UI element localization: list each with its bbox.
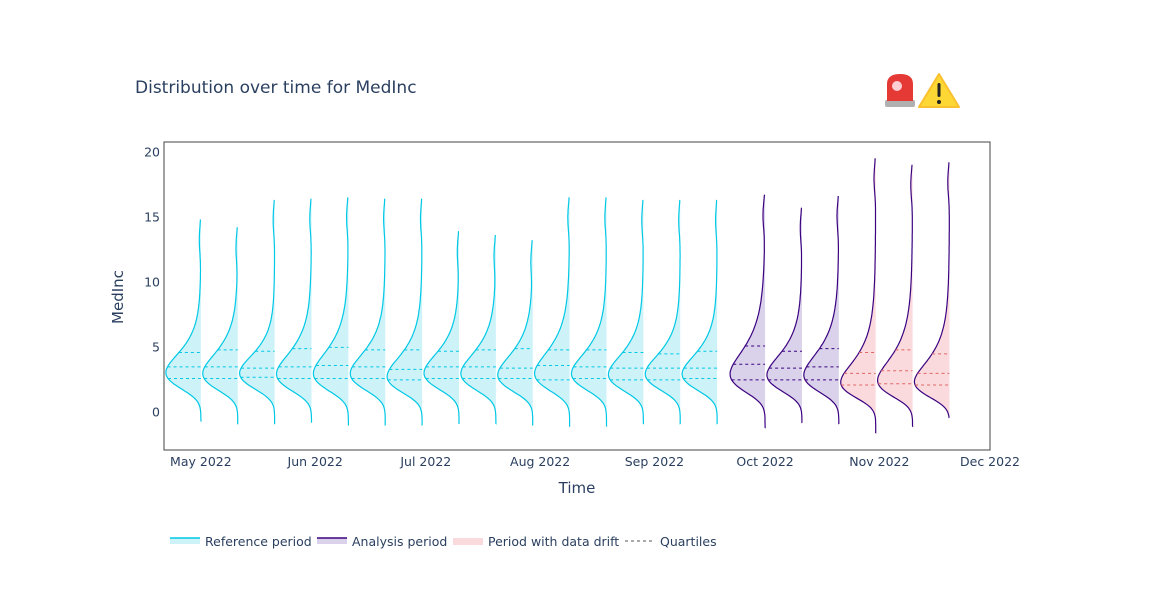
violin-outline: [534, 197, 571, 428]
violin-2022-10-21[interactable]: [803, 195, 840, 425]
violin-outline: [497, 240, 534, 426]
y-axis-ticks: 0 5 10 15 20: [144, 144, 160, 419]
violin-outline: [644, 199, 681, 425]
violin-fill: [914, 162, 950, 418]
violin-outline: [312, 197, 349, 426]
violin-outline: [460, 234, 497, 425]
violin-2022-07-30[interactable]: [497, 240, 534, 426]
violin-fill: [165, 219, 201, 422]
violin-2022-06-20[interactable]: [349, 198, 386, 426]
violin-fill: [645, 200, 681, 425]
violin-fill: [608, 200, 644, 425]
legend-item-reference[interactable]: Reference period: [170, 534, 312, 549]
violin-fill: [276, 199, 312, 423]
y-tick-label: 5: [152, 339, 160, 354]
violin-outline: [349, 198, 386, 426]
violin-fill: [424, 231, 459, 425]
legend-item-drift[interactable]: Period with data drift: [453, 534, 619, 549]
x-axis-ticks: May 2022 Jun 2022 Jul 2022 Aug 2022 Sep 2022…: [170, 454, 1020, 469]
violin-2022-10-11[interactable]: [766, 207, 803, 424]
x-tick-label: Dec 2022: [960, 454, 1020, 469]
y-axis-label: MedInc: [109, 270, 127, 324]
legend: Reference period Analysis period Period …: [170, 534, 717, 549]
y-tick-label: 15: [144, 209, 160, 224]
violin-2022-09-08[interactable]: [644, 199, 681, 425]
violin-outline: [275, 198, 313, 423]
violin-outline: [607, 199, 644, 425]
x-axis-label: Time: [558, 479, 596, 497]
y-tick-label: 20: [144, 144, 160, 159]
violin-2022-10-31[interactable]: [840, 158, 877, 434]
legend-label: Quartiles: [660, 534, 717, 549]
violin-fill: [682, 200, 718, 425]
violin-2022-09-18[interactable]: [681, 199, 718, 425]
violin-fill: [840, 158, 876, 434]
legend-label: Analysis period: [352, 534, 447, 549]
plot-area: [163, 141, 991, 451]
y-tick-label: 0: [152, 404, 160, 419]
violin-2022-06-30[interactable]: [386, 198, 423, 426]
violin-outline: [202, 227, 239, 425]
violin-2022-06-10[interactable]: [312, 197, 349, 426]
violin-fill: [803, 196, 839, 425]
violin-2022-08-09[interactable]: [534, 197, 571, 428]
violin-2022-07-10[interactable]: [423, 231, 460, 425]
police-car-light-icon: [885, 74, 915, 107]
legend-label: Reference period: [205, 534, 312, 549]
violin-2022-10-01[interactable]: [729, 194, 766, 429]
violin-outline: [840, 158, 877, 434]
violin-fill: [730, 195, 766, 428]
violin-fill: [387, 199, 423, 426]
y-tick-label: 10: [144, 274, 160, 289]
violin-fill: [202, 227, 238, 425]
legend-item-analysis[interactable]: Analysis period: [317, 534, 447, 549]
violin-2022-08-29[interactable]: [607, 199, 644, 425]
legend-item-quartiles[interactable]: Quartiles: [625, 534, 717, 549]
x-tick-label: Sep 2022: [625, 454, 684, 469]
warning-icon: [918, 73, 960, 108]
violin-outline: [681, 199, 718, 425]
violins-layer: [165, 158, 950, 434]
violin-outline: [729, 194, 766, 429]
violin-outline: [423, 231, 460, 425]
x-tick-label: Nov 2022: [849, 454, 909, 469]
violin-2022-08-19[interactable]: [570, 197, 608, 427]
violin-fill: [877, 165, 913, 427]
violin-outline: [766, 207, 803, 424]
violin-fill: [313, 197, 349, 426]
violin-fill: [350, 199, 386, 426]
x-tick-label: Oct 2022: [736, 454, 793, 469]
legend-label: Period with data drift: [488, 534, 619, 549]
violin-fill: [571, 197, 607, 427]
violin-outline: [803, 195, 840, 425]
violin-2022-05-01[interactable]: [165, 219, 202, 422]
violin-2022-07-20[interactable]: [460, 234, 497, 425]
violin-fill: [460, 235, 496, 425]
x-tick-label: Aug 2022: [510, 454, 570, 469]
violin-outline: [386, 198, 423, 426]
violin-fill: [497, 240, 533, 426]
x-tick-label: May 2022: [170, 454, 232, 469]
violin-outline: [238, 199, 276, 425]
x-tick-label: Jun 2022: [287, 454, 343, 469]
violin-2022-11-20[interactable]: [913, 162, 950, 419]
violin-outline: [876, 164, 914, 428]
violin-outline: [165, 219, 202, 422]
violin-2022-05-31[interactable]: [275, 198, 313, 423]
violin-outline: [570, 197, 608, 427]
violin-2022-05-21[interactable]: [238, 199, 276, 425]
chart-title: Distribution over time for MedInc: [135, 78, 417, 98]
violin-fill: [534, 197, 570, 427]
violin-2022-05-11[interactable]: [202, 227, 239, 425]
x-tick-label: Jul 2022: [399, 454, 451, 469]
violin-fill: [766, 208, 802, 423]
violin-outline: [913, 162, 950, 419]
violin-2022-11-10[interactable]: [876, 164, 914, 428]
